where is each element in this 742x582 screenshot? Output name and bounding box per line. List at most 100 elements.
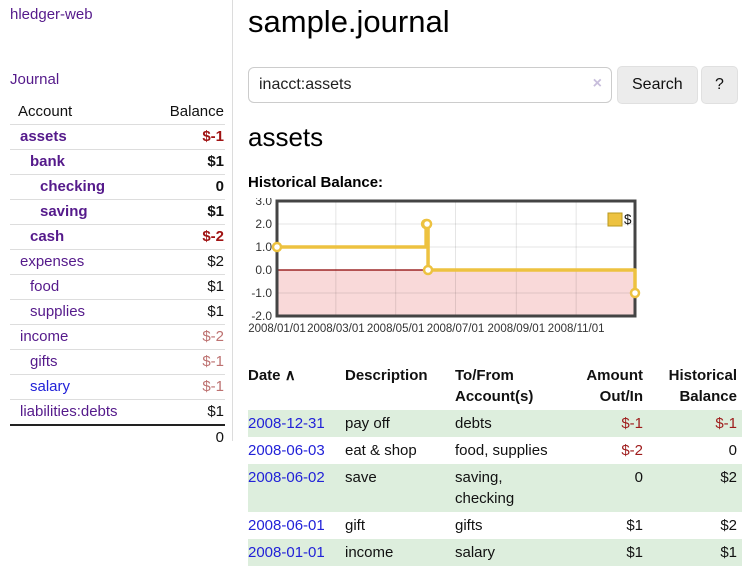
- account-heading: assets: [248, 122, 324, 152]
- accounts-total-value: 0: [152, 424, 225, 450]
- transaction-description: income: [345, 544, 394, 561]
- account-balance: $1: [152, 149, 225, 175]
- sort-asc-icon[interactable]: ∧: [284, 367, 296, 384]
- svg-text:2008/03/01: 2008/03/01: [307, 323, 365, 335]
- account-link[interactable]: checking: [40, 178, 106, 195]
- search-form: × Search ?: [248, 66, 742, 104]
- transaction-date-link[interactable]: 2008-12-31: [248, 415, 325, 432]
- svg-text:3.0: 3.0: [255, 198, 272, 208]
- svg-text:0.0: 0.0: [255, 263, 272, 277]
- register-row: 2008-06-02 save saving, checking 0 $2: [248, 464, 742, 512]
- account-row: income $-2: [10, 324, 225, 350]
- clear-search-icon[interactable]: ×: [592, 75, 602, 92]
- search-input[interactable]: [248, 67, 612, 103]
- svg-text:2.0: 2.0: [255, 217, 272, 231]
- transaction-balance: 0: [728, 442, 737, 459]
- account-row: saving $1: [10, 199, 225, 225]
- transaction-amount: $-1: [621, 415, 643, 432]
- svg-text:-1.0: -1.0: [251, 286, 272, 300]
- register-row: 2008-06-01 gift gifts $1 $2: [248, 512, 742, 539]
- account-row: gifts $-1: [10, 349, 225, 375]
- accounts-header-account: Account: [18, 103, 73, 120]
- account-balance: $1: [152, 274, 225, 300]
- account-link[interactable]: assets: [20, 128, 67, 145]
- account-balance: 0: [152, 174, 225, 200]
- account-row: checking 0: [10, 174, 225, 200]
- account-link[interactable]: cash: [30, 228, 65, 245]
- svg-text:2008/11/01: 2008/11/01: [548, 323, 605, 335]
- account-link[interactable]: bank: [30, 153, 66, 170]
- account-row: supplies $1: [10, 299, 225, 325]
- transaction-date-link[interactable]: 2008-06-02: [248, 469, 325, 486]
- transaction-accounts: debts: [455, 415, 492, 432]
- transaction-date-link[interactable]: 2008-01-01: [248, 544, 325, 561]
- account-link[interactable]: food: [30, 278, 60, 295]
- sidebar: hledger-web Journal Account Balance asse…: [0, 0, 233, 450]
- transaction-amount: $1: [626, 544, 643, 561]
- account-balance: $1: [152, 199, 225, 225]
- account-link[interactable]: gifts: [30, 353, 58, 370]
- account-balance: $2: [152, 249, 225, 275]
- nav-journal-link[interactable]: Journal: [10, 71, 60, 88]
- transaction-amount: $1: [626, 517, 643, 534]
- account-balance: $-1: [152, 124, 225, 150]
- svg-text:2008/01/01: 2008/01/01: [248, 323, 306, 335]
- help-button[interactable]: ?: [701, 66, 738, 104]
- account-row: bank $1: [10, 149, 225, 175]
- account-link[interactable]: expenses: [20, 253, 85, 270]
- account-balance: $1: [152, 299, 225, 325]
- transaction-amount: $-2: [621, 442, 643, 459]
- account-link[interactable]: saving: [40, 203, 88, 220]
- accounts-total-row: 0: [10, 424, 225, 450]
- account-row: expenses $2: [10, 249, 225, 275]
- account-balance: $1: [152, 399, 225, 425]
- account-row: liabilities:debts $1: [10, 399, 225, 425]
- account-link[interactable]: salary: [30, 378, 71, 395]
- register-row: 2008-12-31 pay off debts $-1 $-1: [248, 410, 742, 437]
- transaction-balance: $2: [720, 517, 737, 534]
- account-balance: $-2: [152, 224, 225, 250]
- account-row: cash $-2: [10, 224, 225, 250]
- accounts-header-row: Account Balance: [10, 100, 225, 125]
- svg-text:2008/07/01: 2008/07/01: [427, 323, 485, 335]
- svg-text:-2.0: -2.0: [251, 309, 272, 323]
- account-link[interactable]: liabilities:debts: [20, 403, 118, 420]
- col-header-date[interactable]: Date ∧: [248, 367, 296, 384]
- register-table: Date ∧ Description To/From Account(s) Am…: [248, 363, 742, 566]
- svg-text:$: $: [624, 212, 632, 227]
- register-header-row: Date ∧ Description To/From Account(s) Am…: [248, 363, 742, 410]
- transaction-balance: $2: [720, 469, 737, 486]
- account-link[interactable]: income: [20, 328, 69, 345]
- transaction-description: gift: [345, 517, 366, 534]
- main-content: sample.journal × Search ? assets Histori…: [248, 0, 742, 566]
- col-header-balance: Historical Balance: [668, 367, 737, 405]
- col-header-amount: Amount Out/In: [586, 367, 643, 405]
- chart-title: Historical Balance:: [248, 174, 384, 191]
- transaction-amount: 0: [634, 469, 643, 486]
- svg-text:2008/09/01: 2008/09/01: [488, 323, 546, 335]
- brand-link[interactable]: hledger-web: [10, 6, 93, 23]
- account-link[interactable]: supplies: [30, 303, 86, 320]
- svg-text:1.0: 1.0: [255, 240, 272, 254]
- transaction-date-link[interactable]: 2008-06-01: [248, 517, 325, 534]
- account-balance: $-1: [152, 374, 225, 400]
- account-balance: $-2: [152, 324, 225, 350]
- transaction-date-link[interactable]: 2008-06-03: [248, 442, 325, 459]
- col-header-accounts: To/From Account(s): [455, 367, 534, 405]
- historical-balance-chart: $3.0 2.0 1.0 0.0 -1.0 -2.0 2008/01/01 2008/03/0…: [248, 198, 742, 346]
- transaction-accounts: salary: [455, 544, 496, 561]
- accounts-table: Account Balance assets $-1 bank $1 check…: [10, 100, 225, 450]
- account-balance: $-1: [152, 349, 225, 375]
- transaction-description: eat & shop: [345, 442, 417, 459]
- transaction-description: save: [345, 469, 377, 486]
- account-row: assets $-1: [10, 124, 225, 150]
- register-row: 2008-06-03 eat & shop food, supplies $-2…: [248, 437, 742, 464]
- transaction-accounts: saving, checking: [455, 469, 515, 507]
- account-row: salary $-1: [10, 374, 225, 400]
- transaction-balance: $1: [720, 544, 737, 561]
- account-row: food $1: [10, 274, 225, 300]
- transaction-accounts: food, supplies: [455, 442, 548, 459]
- accounts-header-balance: Balance: [169, 103, 224, 120]
- register-row: 2008-01-01 income salary $1 $1: [248, 539, 742, 566]
- search-button[interactable]: Search: [617, 66, 698, 104]
